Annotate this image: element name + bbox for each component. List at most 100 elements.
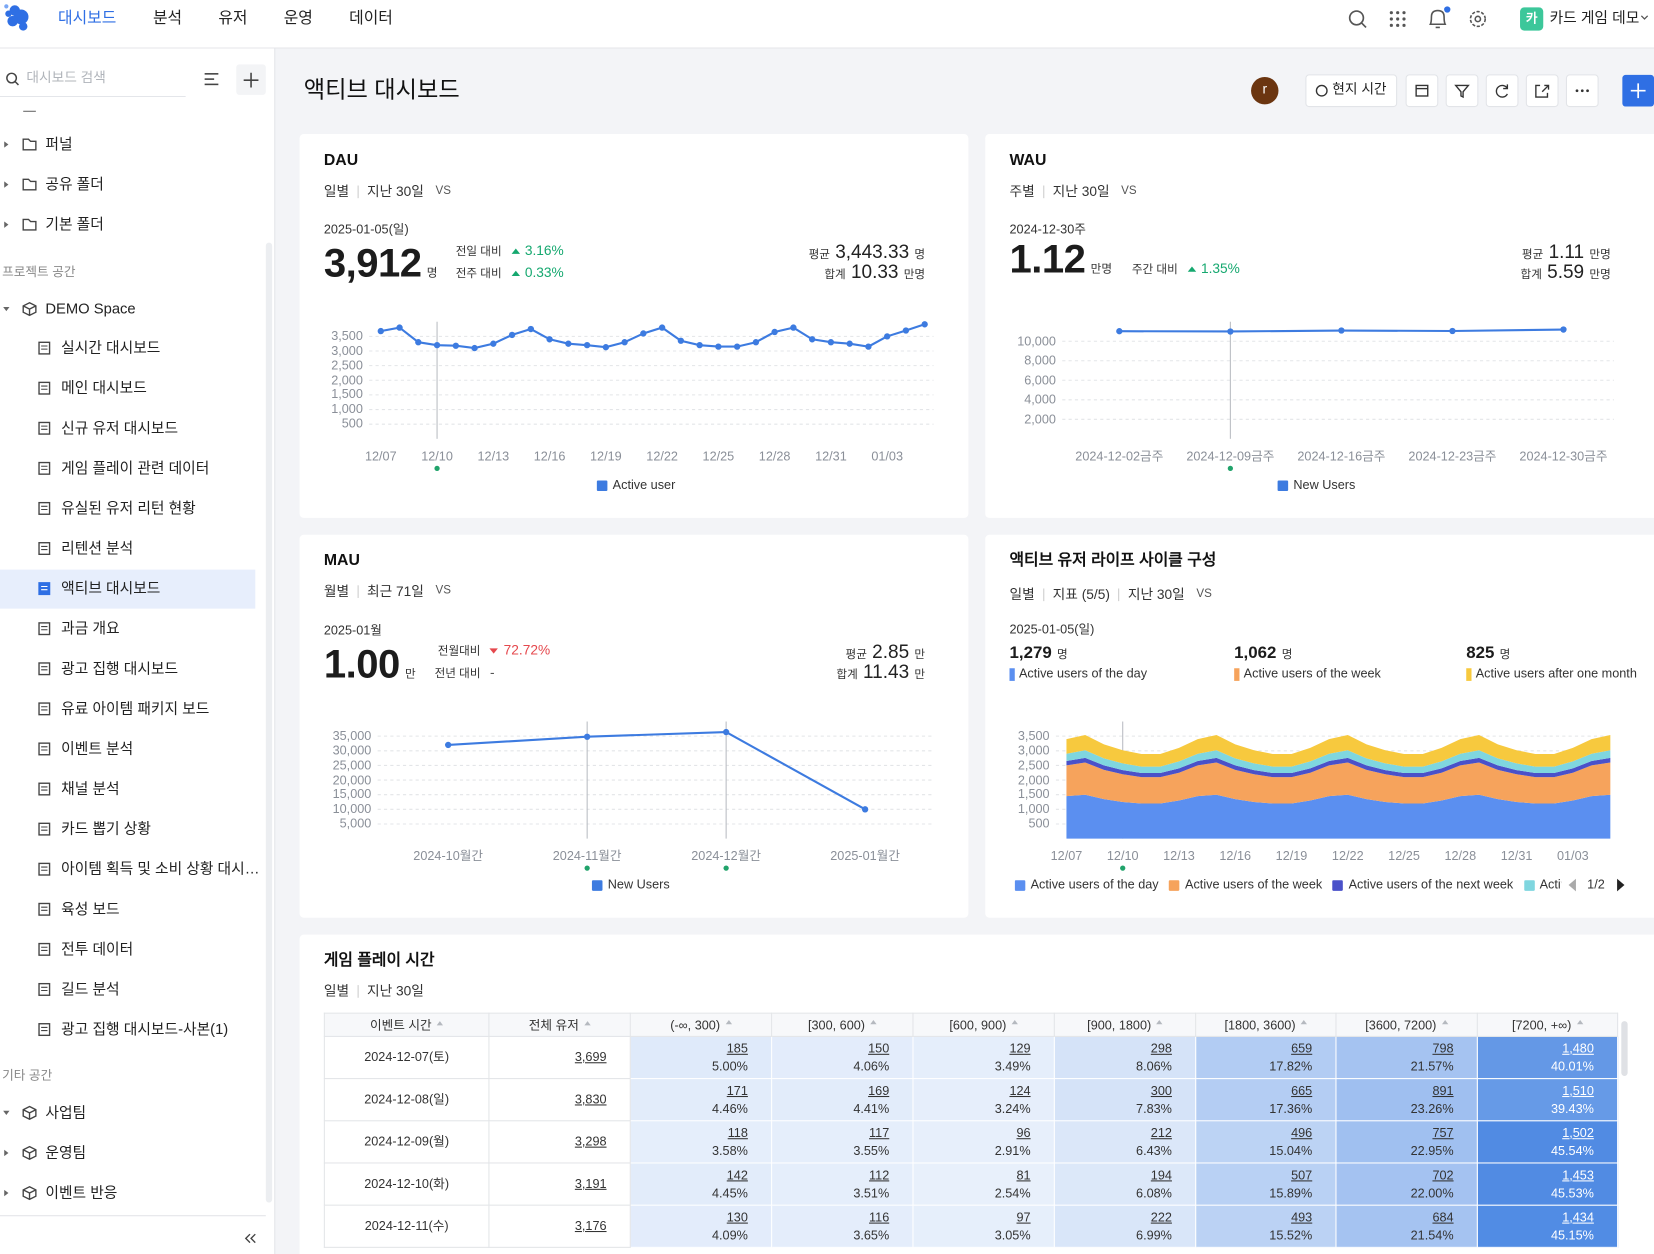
bucket-cell[interactable]: 118 3.58% bbox=[629, 1120, 773, 1164]
bucket-cell[interactable]: 116 3.65% bbox=[771, 1204, 914, 1248]
bucket-cell[interactable]: 169 4.41% bbox=[771, 1078, 914, 1122]
legend-label: New Users bbox=[607, 877, 670, 892]
period-selector[interactable]: 주별 지난 30일 VS bbox=[1009, 183, 1136, 200]
sidebar-folder[interactable]: 기본 폴더 bbox=[45, 215, 104, 233]
column-header[interactable]: [1800, 3600) bbox=[1195, 1012, 1337, 1037]
bucket-cell[interactable]: 194 6.08% bbox=[1053, 1162, 1197, 1206]
total-value: 3,298 bbox=[574, 1133, 607, 1149]
bucket-cell[interactable]: 185 5.00% bbox=[629, 1035, 773, 1080]
column-header[interactable]: [3600, 7200) bbox=[1335, 1012, 1478, 1037]
x-tick-label: 2024-12-16금주 bbox=[1297, 448, 1386, 464]
bucket-cell[interactable]: 1,453 45.53% bbox=[1476, 1162, 1619, 1206]
dashboard-icon bbox=[41, 626, 48, 631]
bucket-cell[interactable]: 665 17.36% bbox=[1195, 1078, 1337, 1122]
bucket-cell[interactable]: 81 2.54% bbox=[912, 1162, 1055, 1206]
column-header[interactable]: (-∞, 300) bbox=[629, 1012, 773, 1037]
sidebar-item[interactable]: 메인 대시보드 bbox=[61, 378, 147, 396]
period-selector[interactable]: 일별 지난 30일 bbox=[324, 983, 424, 1000]
nav-menu-item[interactable]: 데이터 bbox=[349, 9, 393, 28]
project-name[interactable]: 카드 게임 데모 bbox=[1549, 8, 1640, 26]
bucket-cell[interactable]: 171 4.46% bbox=[629, 1078, 773, 1122]
sidebar-item[interactable]: 광고 집행 대시보드 bbox=[61, 659, 179, 677]
sidebar-item[interactable]: 광고 집행 대시보드-사본(1) bbox=[61, 1020, 229, 1038]
apps-icon bbox=[1389, 11, 1393, 15]
bucket-cell[interactable]: 507 15.89% bbox=[1195, 1162, 1337, 1206]
column-header[interactable]: [300, 600) bbox=[771, 1012, 914, 1037]
nav-menu-item[interactable]: 대시보드 bbox=[58, 9, 117, 28]
sidebar-item[interactable]: 게임 플레이 관련 데이터 bbox=[61, 459, 210, 477]
bucket-cell[interactable]: 117 3.55% bbox=[771, 1120, 914, 1164]
bucket-cell[interactable]: 1,510 39.43% bbox=[1476, 1078, 1619, 1122]
sidebar-item[interactable]: 유료 아이템 패키지 보드 bbox=[61, 699, 210, 717]
sidebar-item[interactable]: 채널 분석 bbox=[61, 779, 120, 797]
sidebar-item[interactable]: 액티브 대시보드 bbox=[61, 579, 161, 597]
bucket-cell[interactable]: 298 8.06% bbox=[1053, 1035, 1197, 1080]
sidebar-space[interactable]: 사업팀 bbox=[45, 1103, 87, 1121]
bucket-cell[interactable]: 129 3.49% bbox=[912, 1035, 1055, 1080]
bucket-cell[interactable]: 222 6.99% bbox=[1053, 1204, 1197, 1248]
sidebar-item[interactable]: 신규 유저 대시보드 bbox=[61, 419, 179, 436]
column-header[interactable]: [600, 900) bbox=[912, 1012, 1055, 1037]
bucket-cell[interactable]: 702 22.00% bbox=[1335, 1162, 1478, 1206]
bucket-cell[interactable]: 96 2.91% bbox=[912, 1120, 1055, 1164]
bucket-cell[interactable]: 124 3.24% bbox=[912, 1078, 1055, 1122]
calendar-button bbox=[1405, 74, 1439, 108]
bucket-cell[interactable]: 493 15.52% bbox=[1195, 1204, 1337, 1248]
nav-menu-item[interactable]: 운영 bbox=[283, 9, 313, 28]
bucket-cell[interactable]: 496 15.04% bbox=[1195, 1120, 1337, 1164]
sidebar-folder[interactable]: 공유 폴더 bbox=[45, 175, 104, 193]
bucket-cell[interactable]: 150 4.06% bbox=[771, 1035, 914, 1080]
bucket-cell[interactable]: 212 6.43% bbox=[1053, 1120, 1197, 1164]
sidebar-item[interactable]: 유실된 유저 리턴 현황 bbox=[61, 499, 196, 517]
bucket-cell[interactable]: 142 4.45% bbox=[629, 1162, 773, 1206]
bucket-cell[interactable]: 112 3.51% bbox=[771, 1162, 914, 1206]
sidebar-item[interactable]: 리텐션 분석 bbox=[61, 539, 134, 557]
legend-item: Active user bbox=[596, 477, 675, 493]
table-scrollbar[interactable] bbox=[1621, 1021, 1628, 1076]
period-selector[interactable]: 일별 지난 30일 VS bbox=[324, 183, 451, 200]
bucket-cell[interactable]: 1,434 45.15% bbox=[1476, 1204, 1619, 1248]
total-cell[interactable]: 3,830 bbox=[488, 1078, 631, 1122]
point bbox=[1227, 328, 1234, 335]
column-header[interactable]: 전체 유저 bbox=[488, 1012, 631, 1037]
bucket-cell[interactable]: 1,480 40.01% bbox=[1476, 1035, 1619, 1080]
column-header[interactable]: [900, 1800) bbox=[1053, 1012, 1197, 1037]
sidebar-item[interactable]: 실시간 대시보드 bbox=[61, 338, 161, 356]
legend-swatch bbox=[1169, 879, 1180, 891]
sidebar-space[interactable]: 이벤트 반응 bbox=[45, 1183, 118, 1201]
total-cell[interactable]: 3,699 bbox=[488, 1035, 631, 1080]
time-button-text[interactable]: 현지 시간 bbox=[1332, 81, 1387, 97]
bucket-cell[interactable]: 1,502 45.54% bbox=[1476, 1120, 1619, 1164]
sidebar-folder[interactable]: 퍼널 bbox=[45, 135, 73, 153]
sidebar-item[interactable]: 아이템 획득 및 소비 상황 대시… bbox=[61, 859, 260, 877]
period-selector[interactable]: 일별 지표 (5/5) 지난 30일 VS bbox=[1009, 586, 1211, 603]
bucket-cell[interactable]: 659 17.82% bbox=[1195, 1035, 1337, 1080]
sidebar-space[interactable]: DEMO Space bbox=[45, 299, 136, 317]
sidebar-item[interactable]: 길드 분석 bbox=[61, 980, 120, 998]
bucket-count: 300 bbox=[1150, 1082, 1172, 1098]
bucket-cell[interactable]: 97 3.05% bbox=[912, 1204, 1055, 1248]
bucket-cell[interactable]: 757 22.95% bbox=[1335, 1120, 1478, 1164]
bucket-cell[interactable]: 300 7.83% bbox=[1053, 1078, 1197, 1122]
column-header[interactable]: [7200, +∞) bbox=[1476, 1012, 1619, 1037]
sidebar-item[interactable]: 육성 보드 bbox=[61, 900, 120, 917]
point bbox=[771, 328, 778, 336]
total-cell[interactable]: 3,191 bbox=[488, 1162, 631, 1206]
sidebar-item[interactable]: 과금 개요 bbox=[61, 619, 120, 637]
bucket-cell[interactable]: 130 4.09% bbox=[629, 1204, 773, 1248]
period-selector[interactable]: 월별 최근 71일 VS bbox=[324, 583, 451, 600]
nav-menu-item[interactable]: 분석 bbox=[152, 9, 183, 28]
total-cell[interactable]: 3,298 bbox=[488, 1120, 631, 1164]
sidebar-item[interactable]: 전투 데이터 bbox=[61, 940, 134, 958]
y-tick-label: 5,000 bbox=[339, 816, 372, 831]
total-cell[interactable]: 3,176 bbox=[488, 1204, 631, 1248]
column-header[interactable]: 이벤트 시간 bbox=[323, 1012, 490, 1037]
bucket-cell[interactable]: 798 21.57% bbox=[1335, 1035, 1478, 1080]
sidebar-item[interactable]: 카드 뽑기 상황 bbox=[61, 819, 151, 837]
bucket-cell[interactable]: 684 21.54% bbox=[1335, 1204, 1478, 1248]
sidebar-item[interactable]: 이벤트 분석 bbox=[61, 739, 134, 757]
bucket-cell[interactable]: 891 23.26% bbox=[1335, 1078, 1478, 1122]
nav-menu-item[interactable]: 유저 bbox=[218, 9, 248, 28]
search-input[interactable]: 대시보드 검색 bbox=[26, 69, 106, 86]
sidebar-space[interactable]: 운영팀 bbox=[45, 1143, 87, 1161]
